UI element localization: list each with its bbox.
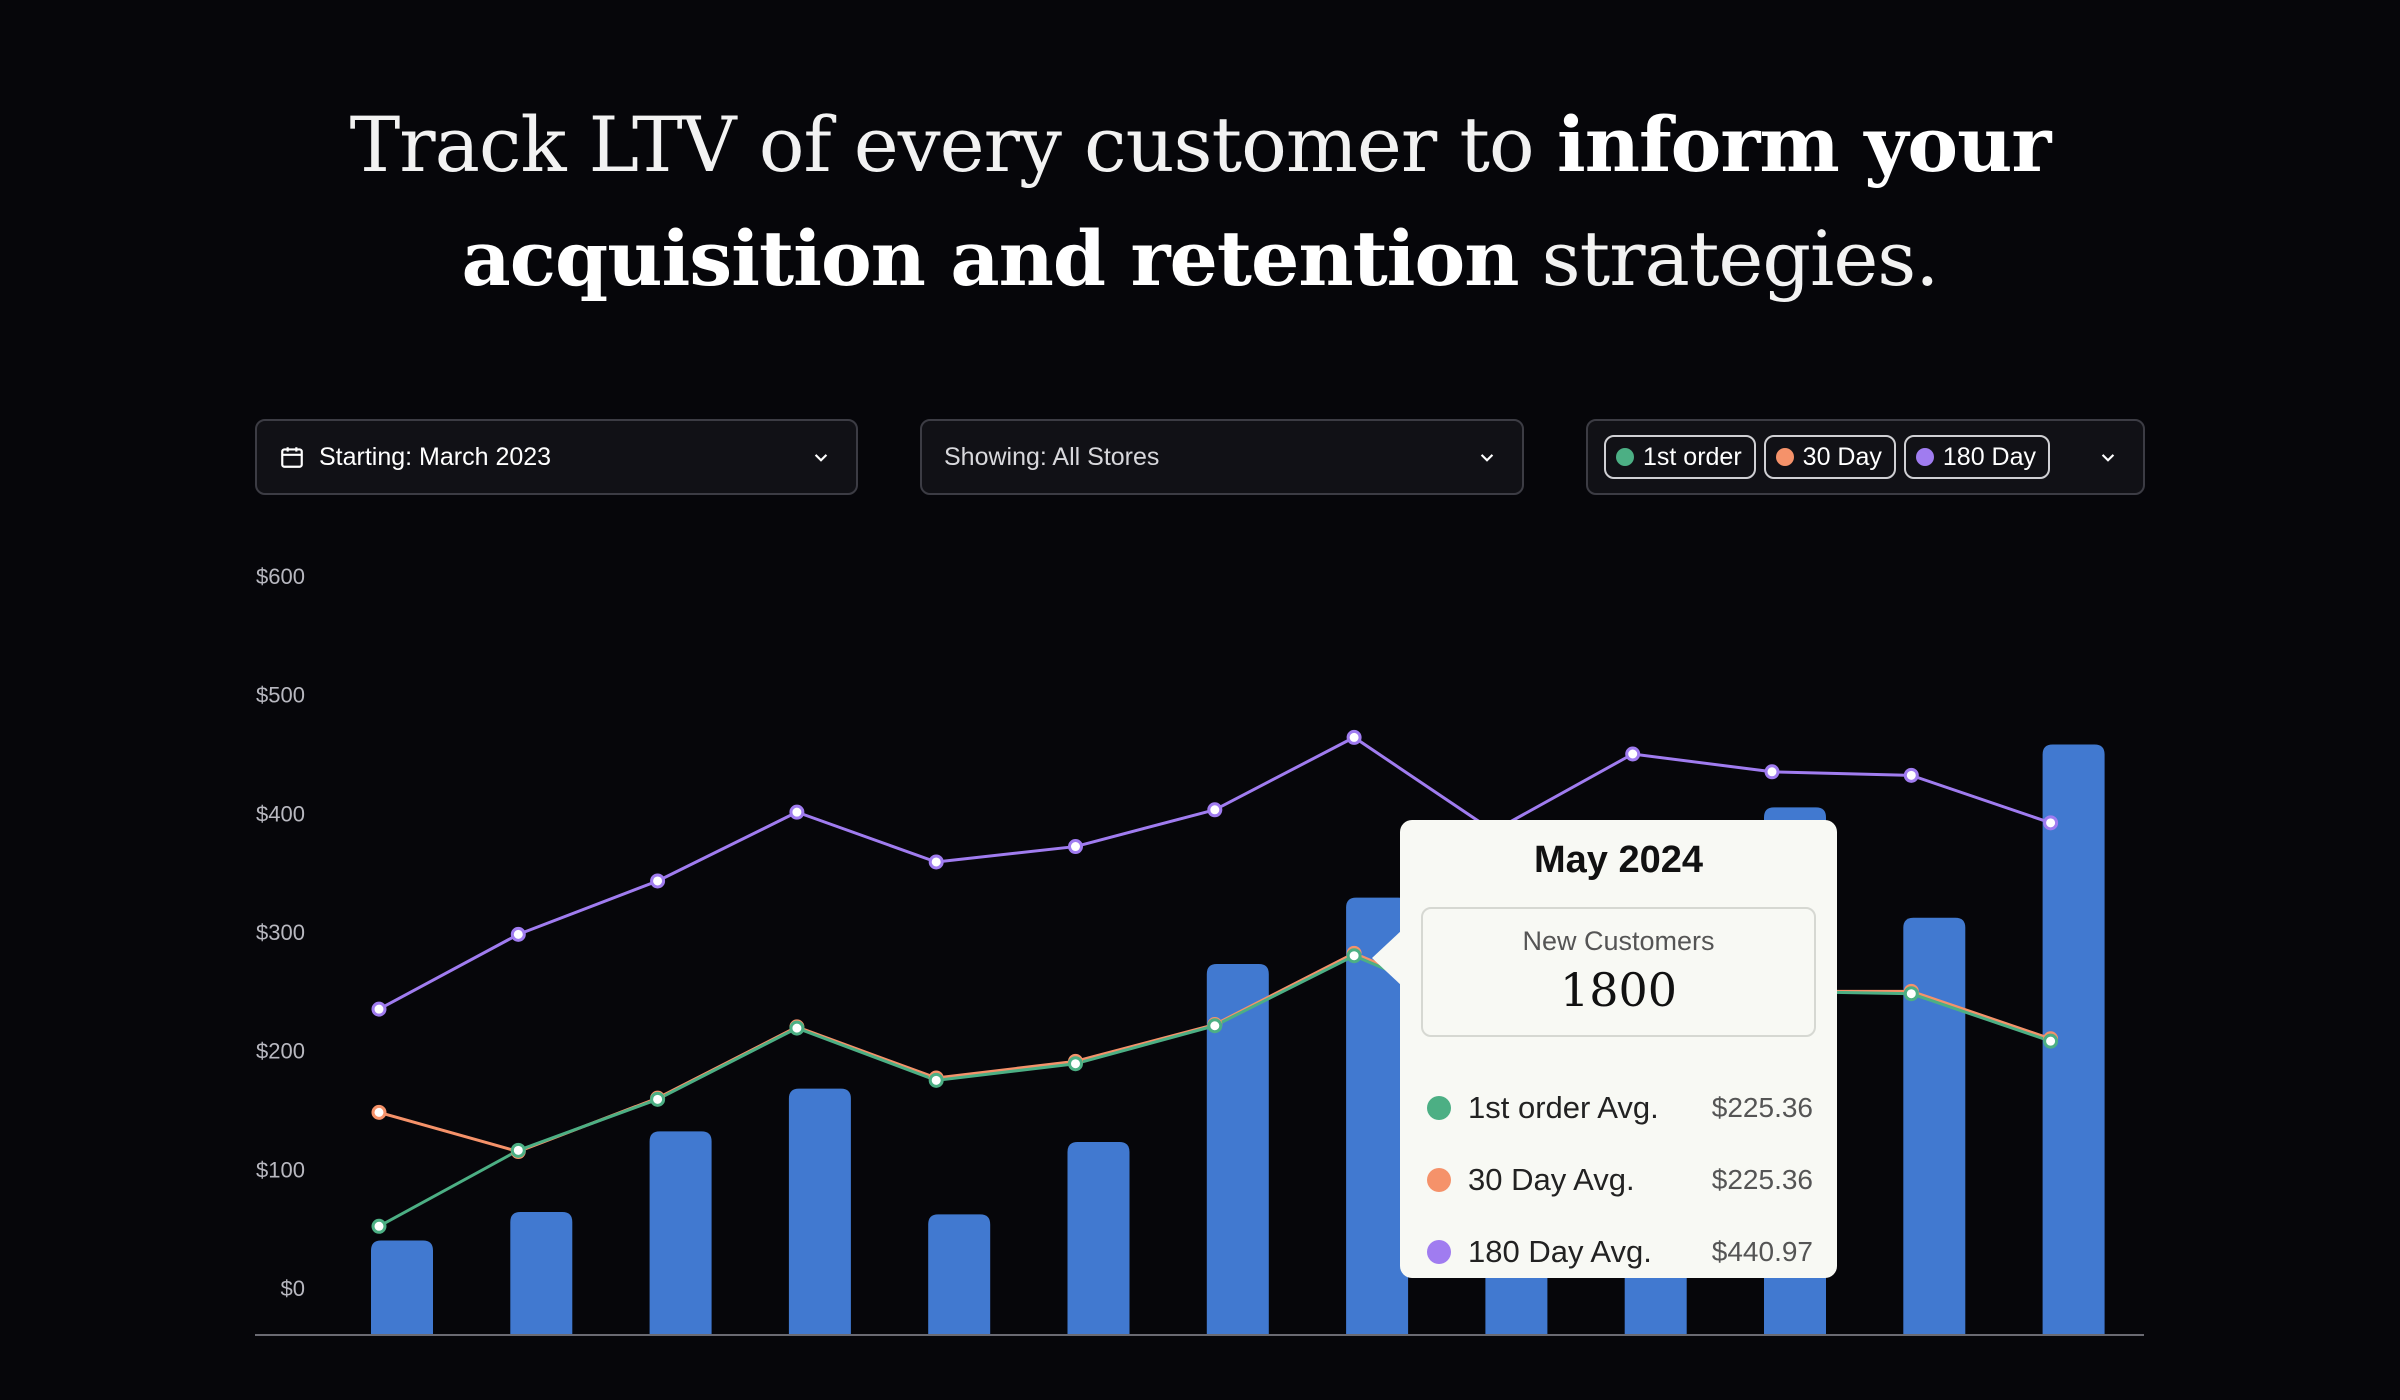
- bar[interactable]: [371, 1240, 433, 1335]
- data-point[interactable]: [1068, 1056, 1083, 1072]
- tooltip-row-value: $440.97: [1711, 1236, 1813, 1267]
- data-point[interactable]: [2043, 815, 2059, 831]
- metrics-select[interactable]: 1st order 30 Day 180 Day: [1586, 419, 2145, 495]
- data-point[interactable]: [1207, 1018, 1223, 1034]
- data-point[interactable]: [1764, 764, 1780, 780]
- tooltip-row-label: 1st order Avg.: [1468, 1090, 1659, 1125]
- data-point[interactable]: [1346, 729, 1362, 745]
- chevron-down-icon: [2101, 454, 2115, 462]
- pill-30-day-dot: [1775, 448, 1794, 466]
- tooltip-row-30-day: 30 Day Avg. $225.36: [1427, 1160, 1813, 1200]
- bar[interactable]: [1206, 964, 1269, 1335]
- data-point[interactable]: [1625, 746, 1641, 762]
- data-point[interactable]: [371, 1001, 387, 1017]
- data-point[interactable]: [789, 804, 805, 820]
- chevron-down-icon: [814, 454, 828, 462]
- tooltip-row-dot: [1427, 1240, 1451, 1264]
- tooltip-row-value: $225.36: [1711, 1092, 1813, 1123]
- headline: Track LTV of every customer to inform yo…: [0, 88, 2400, 316]
- pill-30-day-label: 30 Day: [1802, 442, 1882, 471]
- pill-180-day[interactable]: 180 Day: [1903, 435, 2051, 479]
- data-point[interactable]: [371, 1218, 387, 1234]
- headline-text-2: strategies.: [1518, 214, 1940, 303]
- data-point[interactable]: [1207, 802, 1223, 818]
- data-point[interactable]: [510, 1142, 526, 1158]
- data-point[interactable]: [1903, 767, 1919, 783]
- headline-bold-2: acquisition and retention: [461, 214, 1520, 303]
- tooltip-row-dot: [1427, 1168, 1451, 1192]
- bar[interactable]: [788, 1088, 851, 1335]
- metric-pills: 1st order 30 Day 180 Day: [1604, 435, 2095, 479]
- y-tick-label: $600: [256, 564, 305, 589]
- data-point[interactable]: [650, 1091, 666, 1107]
- bar[interactable]: [1346, 897, 1409, 1335]
- pill-180-day-label: 180 Day: [1942, 442, 2037, 471]
- data-point[interactable]: [650, 873, 666, 889]
- pill-1st-order[interactable]: 1st order: [1604, 435, 1756, 479]
- bars: [371, 744, 2105, 1335]
- pill-180-day-dot: [1915, 448, 1934, 466]
- chevron-down-icon: [1480, 454, 1494, 462]
- data-point[interactable]: [789, 1020, 805, 1036]
- new-customers-box: New Customers 1800: [1421, 907, 1816, 1037]
- bar[interactable]: [2042, 744, 2105, 1335]
- y-tick-label: $100: [256, 1157, 305, 1182]
- bar[interactable]: [510, 1212, 573, 1335]
- bar[interactable]: [928, 1214, 991, 1335]
- calendar-icon: [281, 447, 303, 468]
- data-point[interactable]: [1068, 839, 1083, 855]
- y-tick-label: $200: [256, 1039, 305, 1064]
- data-point[interactable]: [928, 854, 944, 870]
- pill-1st-order-label: 1st order: [1643, 442, 1742, 471]
- date-range-select[interactable]: Starting: March 2023: [255, 419, 858, 495]
- data-point[interactable]: [928, 1072, 944, 1088]
- bar[interactable]: [1903, 917, 1966, 1335]
- pill-30-day[interactable]: 30 Day: [1763, 435, 1896, 479]
- y-tick-label: $400: [256, 801, 305, 826]
- tooltip-row-180-day: 180 Day Avg. $440.97: [1427, 1232, 1813, 1272]
- y-tick-label: $0: [281, 1276, 305, 1301]
- headline-text-1: Track LTV of every customer to: [349, 100, 1557, 189]
- tooltip-row-1st-order: 1st order Avg. $225.36: [1427, 1088, 1813, 1128]
- data-point[interactable]: [1346, 948, 1362, 964]
- new-customers-label: New Customers: [1522, 926, 1715, 956]
- data-point[interactable]: [1903, 986, 1919, 1002]
- bar[interactable]: [649, 1131, 712, 1335]
- y-tick-label: $500: [256, 683, 305, 708]
- store-select-label: Showing: All Stores: [944, 442, 1160, 471]
- tooltip-row-label: 180 Day Avg.: [1468, 1234, 1652, 1269]
- data-point[interactable]: [2043, 1033, 2059, 1049]
- data-point[interactable]: [510, 926, 526, 942]
- y-axis: $0 $100 $200 $300 $400 $500 $600: [256, 564, 305, 1301]
- bar[interactable]: [1067, 1142, 1130, 1335]
- pill-1st-order-dot: [1616, 448, 1634, 466]
- tooltip-row-dot: [1427, 1096, 1451, 1120]
- chart-tooltip: May 2024 New Customers 1800 1st order Av…: [1372, 820, 1837, 1278]
- tooltip-arrow: [1372, 930, 1402, 986]
- tooltip-row-value: $225.36: [1711, 1164, 1813, 1195]
- tooltip-title: May 2024: [1533, 839, 1703, 881]
- tooltip-row-label: 30 Day Avg.: [1468, 1162, 1635, 1197]
- headline-bold-1: inform your: [1556, 100, 2052, 189]
- store-select[interactable]: Showing: All Stores: [920, 419, 1524, 495]
- date-range-label: Starting: March 2023: [319, 442, 552, 471]
- data-point[interactable]: [371, 1104, 387, 1120]
- new-customers-value: 1800: [1559, 963, 1678, 1017]
- y-tick-label: $300: [256, 920, 305, 945]
